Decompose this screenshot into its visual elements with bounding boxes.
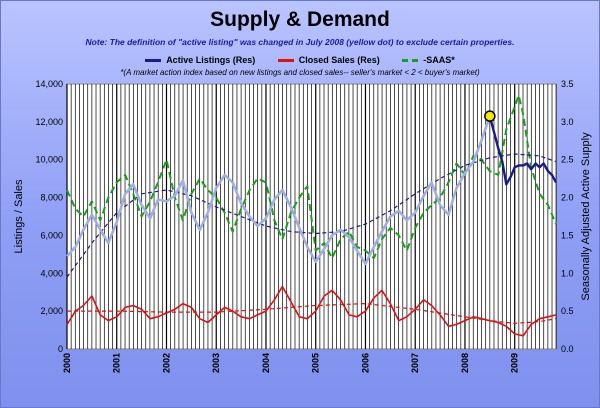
- y-left-tick-label: 0: [58, 344, 63, 354]
- x-tick-label: 2003: [211, 353, 221, 373]
- x-tick-label: 2007: [410, 353, 420, 373]
- x-tick-label: 2008: [460, 353, 470, 373]
- marker-dot: [484, 110, 496, 122]
- y-right-tick-label: 2.0: [561, 193, 574, 203]
- y-left-tick-label: 2,000: [40, 306, 63, 316]
- legend-item-closed-sales: Closed Sales (Res): [277, 55, 380, 65]
- y-right-tick-label: 0.0: [561, 344, 574, 354]
- chart-footnote: *(A market action index based on new lis…: [120, 68, 480, 77]
- legend-swatch: [277, 59, 294, 63]
- y-left-axis-title: Listings / Sales: [13, 179, 25, 253]
- series-line: [66, 94, 557, 260]
- series-line: [66, 153, 557, 278]
- x-tick-label: 2004: [261, 353, 271, 373]
- y-right-tick-label: 1.5: [561, 230, 574, 240]
- series-line: [66, 285, 557, 337]
- x-tick-label: 2006: [360, 353, 370, 373]
- x-tick-label: 2005: [311, 353, 321, 373]
- y-right-tick-label: 1.0: [561, 268, 574, 278]
- y-left-tick-label: 12,000: [35, 117, 63, 127]
- series-line: [67, 303, 557, 324]
- chart-legend: Active Listings (Res) Closed Sales (Res)…: [0, 55, 600, 65]
- y-left-tick-label: 4,000: [40, 268, 63, 278]
- y-right-tick-label: 3.5: [561, 79, 574, 89]
- chart-subtitle: Note: The definition of "active listing"…: [85, 37, 515, 47]
- x-tick-label: 2002: [161, 353, 171, 373]
- series-line: [488, 115, 558, 186]
- x-tick-label: 2000: [62, 353, 72, 373]
- legend-item-saas: -SAAS*: [402, 55, 455, 65]
- legend-label: Closed Sales (Res): [298, 55, 380, 65]
- y-right-tick-label: 2.5: [561, 155, 574, 165]
- legend-label: -SAAS*: [423, 55, 455, 65]
- legend-swatch: [145, 59, 162, 63]
- legend-swatch: [402, 59, 419, 63]
- legend-item-active-listings: Active Listings (Res): [145, 55, 255, 65]
- y-left-tick-label: 8,000: [40, 193, 63, 203]
- x-tick-label: 2001: [112, 353, 122, 373]
- y-right-tick-label: 0.5: [561, 306, 574, 316]
- legend-label: Active Listings (Res): [166, 55, 256, 65]
- y-right-tick-label: 3.0: [561, 117, 574, 127]
- y-right-axis-title: Seasonally Adjusted Active Supply: [580, 132, 592, 301]
- x-tick-label: 2009: [510, 353, 520, 373]
- y-left-tick-label: 6,000: [40, 230, 63, 240]
- chart-title: Supply & Demand: [210, 8, 390, 31]
- y-left-tick-label: 10,000: [35, 155, 63, 165]
- y-left-tick-label: 14,000: [35, 79, 63, 89]
- series-line: [66, 115, 492, 266]
